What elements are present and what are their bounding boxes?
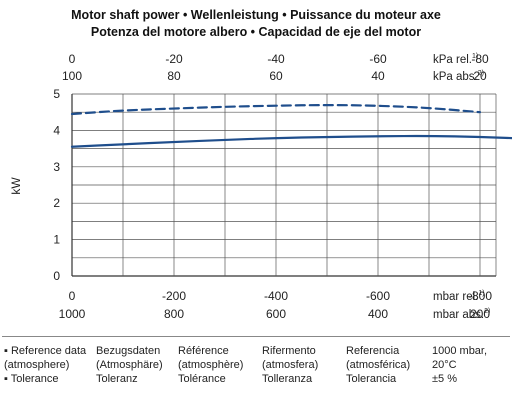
bottom-axis-abs-tick-label: 1000 [59,307,86,321]
bottom-axis-abs-tick-label: 200 [470,307,490,321]
bottom-axis-abs-tick-label: 800 [164,307,184,321]
legend-cell: Referencia [346,345,400,357]
legend-cell: (Atmosphäre) [96,359,163,371]
y-tick-label: 0 [53,269,60,283]
legend-cell: (atmosférica) [346,359,411,371]
bottom-axis-rel-tick-label: -600 [366,289,390,303]
bottom-axis-rel-tick-label: -800 [468,289,492,303]
legend-cell: 20°C [432,359,457,371]
bottom-axis-rel-unit-label: mbar rel.1) [433,290,485,303]
y-tick-label: 2 [53,196,60,210]
bottom-axis-abs-tick-label: 600 [266,307,286,321]
legend-separator [2,336,510,337]
y-axis-label: kW [9,177,23,195]
bottom-axis-abs-tick-label: 400 [368,307,388,321]
legend-cell: (atmosphere) [4,359,70,371]
top-axis-rel-unit-footnote: 1) [472,53,478,60]
series-line-dashed [70,104,482,116]
top-axis-rel-tick-label: 0 [69,52,76,66]
legend-cell: Référence [178,345,229,357]
top-axis-abs-unit-footnote: 2) [478,70,484,77]
plot-grid [71,93,497,277]
top-axis-abs-unit-label: kPa abs.2) [433,70,484,83]
legend-cell: Tolerancia [346,373,397,385]
top-axis-abs-tick-label: 20 [473,69,487,83]
legend-cell: Tolleranza [262,373,313,385]
top-axis-abs-tick-label: 40 [371,69,385,83]
legend-cell: Rifermento [262,345,316,357]
bottom-axis-rel-unit-footnote: 1) [478,290,484,297]
bottom-axis-abs-unit-label: mbar abs.2) [433,308,490,321]
legend-cell: ▪ Tolerance [4,373,59,385]
bottom-axis-abs-unit-footnote: 2) [484,308,490,315]
top-axis-rel-tick-label: -20 [165,52,183,66]
reference-legend: ▪ Reference data Bezugsdaten Référence Rife… [0,336,512,396]
legend-cell: Toleranz [96,373,138,385]
bottom-axis-rel-tick-label: 0 [69,289,76,303]
y-tick-label: 5 [53,87,60,101]
legend-cell: (atmosfera) [262,359,319,371]
bottom-axis-rel-tick-label: -200 [162,289,186,303]
legend-cell: Bezugsdaten [96,345,161,357]
top-axis-rel-tick-label: -40 [267,52,285,66]
legend-cell: ▪ Reference data [4,345,87,357]
legend-cell: (atmosphère) [178,359,244,371]
chart-title-line-2: Potenza del motore albero • Capacidad de… [91,25,421,39]
top-axis-rel-unit-label: kPa rel.1) [433,53,478,66]
y-tick-label: 3 [53,160,60,174]
series-line-solid [70,134,512,148]
y-tick-label: 1 [53,233,60,247]
top-axis-abs-tick-label: 100 [62,69,82,83]
top-axis-abs-tick-label: 80 [167,69,181,83]
legend-cell: Tolérance [178,373,226,385]
bottom-axis-rel-tick-label: -400 [264,289,288,303]
top-axis-rel-tick-label: -80 [471,52,489,66]
y-tick-label: 4 [53,123,60,137]
top-axis-rel-tick-label: -60 [369,52,387,66]
data-series [70,104,512,148]
legend-cell: 1000 mbar, [432,345,488,357]
chart-svg: Motor shaft power • Wellenleistung • Pui… [9,8,512,321]
legend-cell: ±5 % [432,373,457,385]
top-axis-abs-tick-label: 60 [269,69,283,83]
chart-title-line-1: Motor shaft power • Wellenleistung • Pui… [71,8,441,22]
